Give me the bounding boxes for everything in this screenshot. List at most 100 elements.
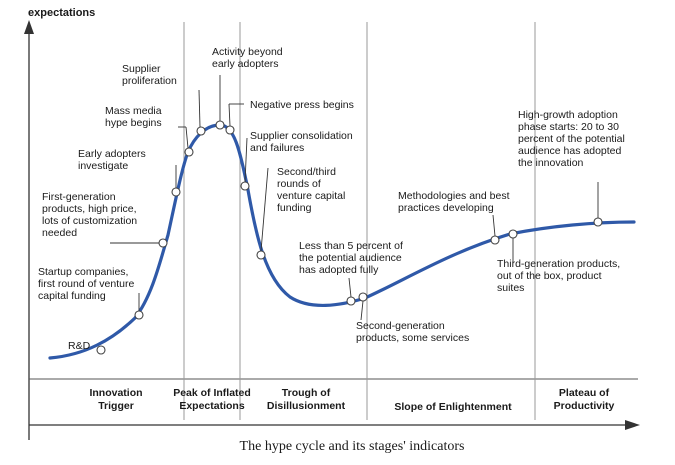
label-mass-media-line: Mass media [105, 105, 162, 117]
label-first-gen-line: First-generation [42, 191, 116, 203]
label-startup-line: capital funding [38, 290, 106, 302]
y-axis-arrow [24, 20, 34, 34]
label-supplier-consolidation-line: and failures [250, 142, 304, 154]
label-activity-beyond-line: early adopters [212, 58, 279, 70]
label-less-than-5: Less than 5 percent of the potential audi… [299, 240, 403, 276]
label-first-gen: First-generation products, high price, lot… [42, 191, 137, 239]
leader-second-third [260, 167, 269, 252]
label-supplier-proliferation: Supplier proliferation [122, 63, 177, 87]
label-second-third-line: rounds of [277, 178, 321, 190]
label-third-gen: Third-generation products, out of the box… [497, 258, 620, 294]
marker-third-gen [508, 229, 518, 239]
label-less-than-5-line: Less than 5 percent of [299, 240, 403, 252]
phase-peak-line: Peak of Inflated [173, 387, 251, 399]
phase-innovation-trigger-line: Trigger [98, 400, 134, 412]
label-second-gen-line: products, some services [356, 332, 469, 344]
label-second-third-line: Second/third [277, 166, 336, 178]
label-mass-media: Mass media hype begins [105, 105, 162, 129]
phase-labels: Innovation Trigger Peak of Inflated Expecta… [89, 387, 614, 413]
label-first-gen-line: needed [42, 227, 77, 239]
label-third-gen-line: out of the box, product [497, 270, 602, 282]
label-supplier-consolidation: Supplier consolidation and failures [250, 130, 353, 154]
label-activity-beyond-line: Activity beyond [212, 46, 283, 58]
label-startup-line: Startup companies, [38, 266, 128, 278]
marker-early-adopters [171, 187, 181, 197]
label-early-adopters-line: Early adopters [78, 148, 146, 160]
phase-peak-line: Expectations [179, 400, 245, 412]
leader-second-gen [360, 300, 364, 321]
leader-lines [110, 75, 599, 321]
marker-second-third-rounds [256, 250, 266, 260]
marker-second-gen [358, 292, 368, 302]
y-axis-title: expectations [28, 7, 95, 19]
label-mass-media-line: hype begins [105, 117, 162, 129]
marker-rd [96, 345, 106, 355]
leader-less-than-5 [348, 277, 352, 298]
figure-caption: The hype cycle and its stages' indicator… [240, 439, 465, 454]
label-second-gen: Second-generation products, some services [356, 320, 469, 344]
marker-supplier-consolidation [240, 181, 250, 191]
label-startup: Startup companies, first round of venture… [38, 266, 134, 302]
label-startup-line: first round of venture [38, 278, 134, 290]
label-rd-line: R&D [68, 340, 91, 352]
label-high-growth-line: phase starts: 20 to 30 [518, 121, 619, 133]
phase-slope-line: Slope of Enlightenment [394, 401, 512, 413]
label-high-growth-line: percent of the potential [518, 133, 625, 145]
phase-plateau-line: Plateau of [559, 387, 610, 399]
label-high-growth-line: the innovation [518, 157, 584, 169]
label-negative-press-line: Negative press begins [250, 99, 354, 111]
label-methodologies-line: Methodologies and best [398, 190, 510, 202]
leader-supplier-consolidation [244, 137, 248, 183]
phase-separators [183, 22, 536, 420]
phase-peak: Peak of Inflated Expectations [173, 387, 251, 412]
label-rd: R&D [68, 340, 91, 352]
marker-negative-press [225, 125, 235, 135]
label-supplier-consolidation-line: Supplier consolidation [250, 130, 353, 142]
marker-high-growth [593, 217, 603, 227]
leader-negative-press-v [228, 103, 231, 127]
label-second-gen-line: Second-generation [356, 320, 445, 332]
leader-mass-media-v [185, 126, 189, 149]
leader-methodologies [492, 214, 496, 237]
marker-startup [134, 310, 144, 320]
phase-trough-line: Trough of [282, 387, 331, 399]
label-less-than-5-line: has adopted fully [299, 264, 379, 276]
label-methodologies-line: practices developing [398, 202, 494, 214]
label-less-than-5-line: the potential audience [299, 252, 402, 264]
label-early-adopters: Early adopters investigate [78, 148, 146, 172]
label-activity-beyond: Activity beyond early adopters [212, 46, 283, 70]
marker-first-gen [158, 238, 168, 248]
label-second-third: Second/third rounds of venture capital fund… [277, 166, 345, 214]
marker-methodologies [490, 235, 500, 245]
marker-supplier-proliferation [196, 126, 206, 136]
label-early-adopters-line: investigate [78, 160, 128, 172]
label-second-third-line: venture capital [277, 190, 345, 202]
label-third-gen-line: suites [497, 282, 524, 294]
phase-trough-line: Disillusionment [267, 400, 346, 412]
phase-innovation-trigger: Innovation Trigger [89, 387, 142, 412]
label-first-gen-line: products, high price, [42, 203, 137, 215]
x-axis-arrow [625, 420, 640, 430]
label-methodologies: Methodologies and best practices developi… [398, 190, 510, 214]
label-high-growth-line: High-growth adoption [518, 109, 618, 121]
label-negative-press: Negative press begins [250, 99, 354, 111]
phase-trough: Trough of Disillusionment [267, 387, 346, 412]
label-first-gen-line: lots of customization [42, 215, 137, 227]
label-third-gen-line: Third-generation products, [497, 258, 620, 270]
marker-activity-beyond [215, 120, 225, 130]
indicator-markers [96, 120, 603, 355]
phase-plateau: Plateau of Productivity [554, 387, 615, 412]
label-supplier-proliferation-line: Supplier [122, 63, 161, 75]
marker-mass-media [184, 147, 194, 157]
phase-plateau-line: Productivity [554, 400, 615, 412]
label-high-growth: High-growth adoption phase starts: 20 to … [518, 109, 625, 169]
marker-less-than-5 [346, 296, 356, 306]
phase-slope: Slope of Enlightenment [394, 401, 512, 413]
phase-innovation-trigger-line: Innovation [89, 387, 142, 399]
label-second-third-line: funding [277, 202, 312, 214]
label-high-growth-line: audience has adopted [518, 145, 621, 157]
label-supplier-proliferation-line: proliferation [122, 75, 177, 87]
indicator-labels: R&D Startup companies, first round of vent… [38, 46, 625, 352]
leader-supplier-proliferation [198, 89, 201, 128]
